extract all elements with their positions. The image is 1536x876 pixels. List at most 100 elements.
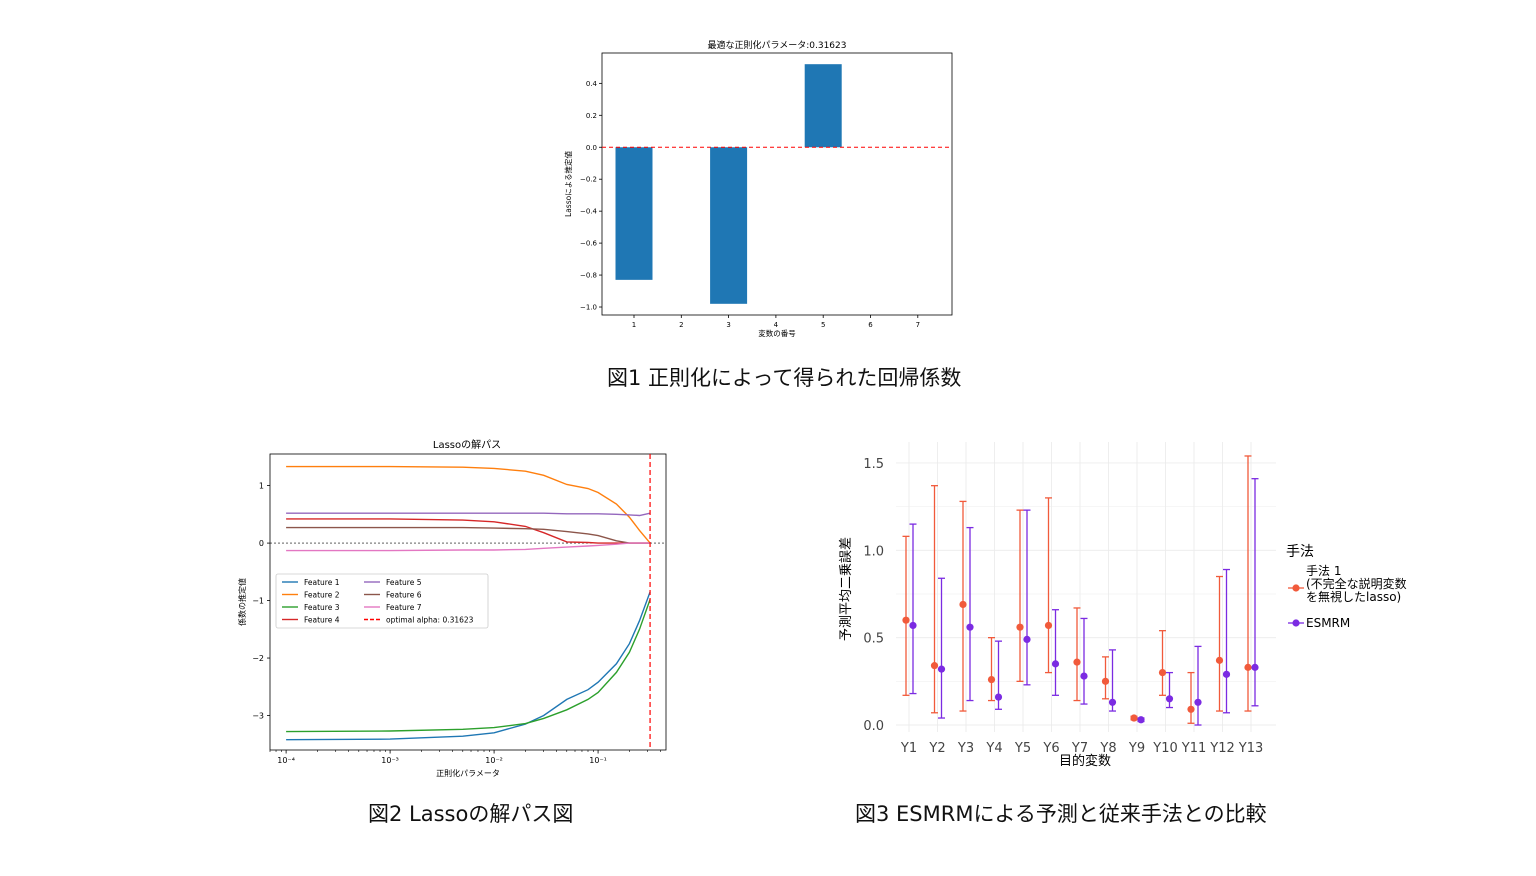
figure1-caption: 図1 正則化によって得られた回帰係数 xyxy=(607,366,962,390)
fig3-point xyxy=(1194,698,1202,706)
fig3-xtick-label: Y1 xyxy=(900,741,917,756)
fig3-point xyxy=(1044,621,1053,630)
fig1-bar xyxy=(804,64,842,148)
fig1-xtick-label: 5 xyxy=(821,321,825,329)
figure2-caption: 図2 Lassoの解パス図 xyxy=(368,802,574,826)
fig3-legend-swatch-point xyxy=(1292,619,1300,627)
fig2-xlabel: 正則化パラメータ xyxy=(436,768,500,778)
fig3-point xyxy=(1080,672,1088,680)
fig2-ytick-label: −1 xyxy=(252,597,264,606)
fig3-point xyxy=(1137,716,1145,724)
fig1-title: 最適な正則化パラメータ:0.31623 xyxy=(708,39,847,51)
fig3-xtick-label: Y11 xyxy=(1181,741,1206,756)
fig2-legend-label: Feature 3 xyxy=(304,603,340,612)
fig3-xtick-label: Y5 xyxy=(1014,741,1031,756)
fig1-ytick-label: 0.4 xyxy=(586,80,598,88)
fig3-point xyxy=(909,621,917,630)
fig2-series-line xyxy=(286,542,651,552)
fig3-xlabel: 目的変数 xyxy=(1059,753,1111,769)
fig2-ytick-label: 1 xyxy=(259,482,264,491)
fig3-xtick-label: Y7 xyxy=(1071,741,1088,756)
fig3-ytick-label: 1.5 xyxy=(863,457,884,472)
fig2-legend-label: Feature 4 xyxy=(304,616,340,625)
fig2-plot-frame xyxy=(269,453,667,751)
fig1-ytick-label: −0.4 xyxy=(580,208,598,216)
fig3-ylabel: 予測平均二乗誤差 xyxy=(838,537,854,641)
fig1-bar xyxy=(615,147,653,280)
fig3-ytick-label: 1.0 xyxy=(863,544,884,559)
fig3-legend-swatch-point xyxy=(1292,584,1300,592)
fig1-ytick-label: −0.2 xyxy=(580,176,597,184)
fig1-ylabel: Lassoによる推定値 xyxy=(563,151,573,217)
fig3-point xyxy=(1158,669,1167,677)
fig2-legend-label: Feature 2 xyxy=(304,591,340,600)
fig3-legend-label: を無視したlasso) xyxy=(1306,589,1401,604)
fig3-legend-label: ESMRM xyxy=(1306,616,1350,630)
fig2-series-line xyxy=(286,465,651,544)
fig3-point xyxy=(1251,663,1259,671)
fig3-xtick-label: Y4 xyxy=(985,741,1002,756)
fig3-point xyxy=(1016,623,1024,631)
fig2-legend-label: optimal alpha: 0.31623 xyxy=(386,616,474,625)
figure2-path-chart: Lassoの解パス 1 0 −1 −2 −3 10⁻⁴ 10⁻³ 10⁻² 10⁻¹ Featu… xyxy=(237,438,667,778)
fig1-xtick-label: 2 xyxy=(679,321,683,329)
fig3-point xyxy=(1023,635,1031,644)
fig3-legend-label: (不完全な説明変数 xyxy=(1306,576,1407,591)
fig3-point xyxy=(994,693,1003,701)
fig2-ylabel: 係数の推定値 xyxy=(237,578,247,626)
fig1-ytick-label: −0.8 xyxy=(580,272,597,280)
fig1-ytick-label: 0.0 xyxy=(586,144,597,152)
fig3-point xyxy=(959,600,967,609)
fig1-xtick-label: 4 xyxy=(774,321,779,329)
fig1-plot-frame xyxy=(601,52,953,316)
fig3-ytick-label: 0.5 xyxy=(863,632,884,647)
fig3-point xyxy=(930,662,939,670)
fig3-point xyxy=(1051,660,1060,668)
fig3-point xyxy=(1187,705,1195,713)
fig1-xtick-label: 1 xyxy=(632,321,636,329)
fig2-series-line xyxy=(286,518,651,544)
fig3-ytick-label: 0.0 xyxy=(863,719,884,734)
fig3-point xyxy=(1108,698,1117,706)
fig1-ytick-label: −0.6 xyxy=(580,240,598,248)
fig2-xtick-label: 10⁻¹ xyxy=(589,756,607,765)
fig2-xtick-label: 10⁻⁴ xyxy=(277,756,295,765)
fig3-xtick-label: Y13 xyxy=(1238,741,1263,756)
fig2-series-line xyxy=(286,526,651,544)
fig2-ytick-label: −2 xyxy=(252,654,264,663)
fig3-point xyxy=(966,623,974,631)
fig2-title: Lassoの解パス xyxy=(433,438,501,451)
figure1-bar-chart: 最適な正則化パラメータ:0.31623 0.4 0.2 0.0 −0.2 −0.4 −0.… xyxy=(563,39,953,338)
fig3-xtick-label: Y12 xyxy=(1209,741,1234,756)
fig3-legend-title: 手法 xyxy=(1286,544,1314,560)
fig3-point xyxy=(1222,670,1231,678)
fig3-legend-label: 手法 1 xyxy=(1306,564,1341,578)
fig2-legend-box xyxy=(275,573,489,629)
fig2-xtick-label: 10⁻² xyxy=(485,756,503,765)
fig3-xtick-label: Y3 xyxy=(957,741,974,756)
fig3-point xyxy=(1165,695,1174,703)
fig3-xtick-label: Y2 xyxy=(928,741,945,756)
fig3-point xyxy=(902,616,910,624)
fig1-ytick-label: 0.2 xyxy=(586,112,597,120)
fig3-point xyxy=(1215,656,1224,664)
fig3-xtick-label: Y10 xyxy=(1152,741,1177,756)
fig1-ytick-label: −1.0 xyxy=(580,304,597,312)
fig2-xtick-label: 10⁻³ xyxy=(381,756,399,765)
fig2-legend-label: Feature 5 xyxy=(386,578,422,587)
fig3-xtick-label: Y6 xyxy=(1042,741,1059,756)
fig3-point xyxy=(937,665,946,673)
fig3-point xyxy=(1101,677,1110,685)
fig2-legend: Feature 1 Feature 2 Feature 3 Feature 4 Feat… xyxy=(275,573,489,629)
fig3-point xyxy=(1244,663,1252,671)
fig2-legend-label: Feature 7 xyxy=(386,603,422,612)
fig1-xtick-label: 3 xyxy=(726,321,730,329)
fig3-point xyxy=(987,675,996,684)
fig1-xtick-label: 7 xyxy=(916,321,920,329)
fig3-xtick-label: Y8 xyxy=(1099,741,1116,756)
fig3-xtick-label: Y9 xyxy=(1128,741,1145,756)
fig2-ytick-label: 0 xyxy=(259,539,264,548)
figure3-errorbar-chart: Y1 Y2 Y3 Y4 Y5 Y6 Y7 Y8 Y9 Y10 Y11 Y12 Y13 0.0 0.5 1.0 1… xyxy=(838,442,1407,769)
fig2-legend-label: Feature 6 xyxy=(386,591,422,600)
